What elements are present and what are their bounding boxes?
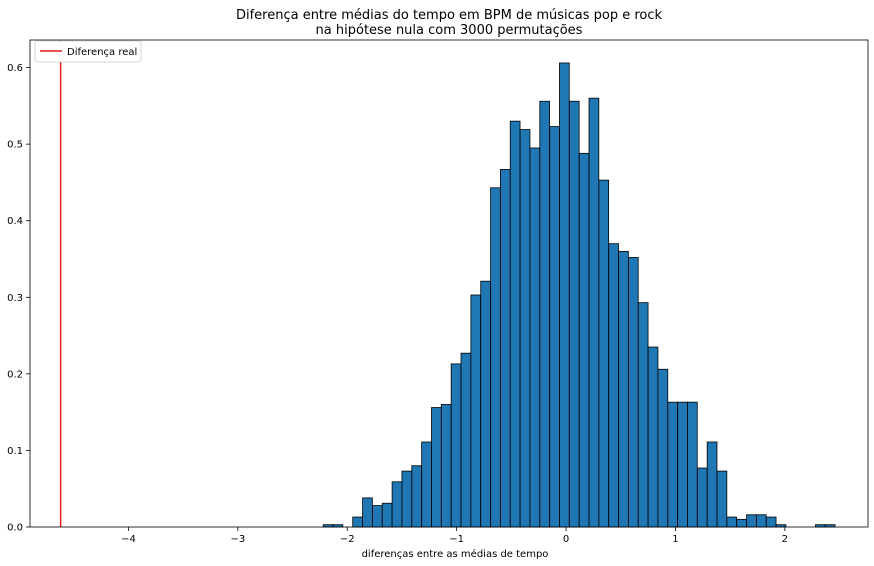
y-tick-label-6: 0.6 <box>7 63 23 74</box>
histogram-bar-15 <box>480 280 491 528</box>
x-tick-label-4: 0 <box>563 534 569 545</box>
histogram-bar-9 <box>421 441 432 528</box>
histogram-bar-12 <box>450 363 462 528</box>
histogram-bar-6 <box>391 481 403 528</box>
x-axis-label: diferenças entre as médias de tempo <box>362 548 549 560</box>
histogram-bar-43 <box>756 514 767 528</box>
x-axis-ticks: −4 −3 −2 −1 0 1 2 <box>121 527 788 545</box>
histogram-bar-32 <box>647 346 659 528</box>
histogram-bar-37 <box>696 467 708 528</box>
x-tick-label-6: 2 <box>782 534 788 545</box>
histogram-bar-42 <box>746 514 757 528</box>
histogram-bar-34 <box>667 401 678 528</box>
histogram-bar-13 <box>460 352 472 528</box>
histogram-bar-11 <box>440 404 452 528</box>
plot-frame <box>29 39 869 528</box>
histogram-bar-2 <box>352 516 363 528</box>
y-tick-label-4: 0.4 <box>7 216 23 227</box>
x-tick-label-0: −4 <box>121 534 136 545</box>
histogram-bar-26 <box>588 97 600 528</box>
legend-entry-label: Diferença real <box>67 47 137 58</box>
histogram-bar-7 <box>401 470 413 528</box>
y-tick-label-3: 0.3 <box>7 293 23 304</box>
histogram-bar-5 <box>381 502 393 528</box>
chart-subtitle: na hipótese nula com 3000 permutações <box>316 23 583 38</box>
histogram-bar-16 <box>490 187 501 528</box>
histogram-bar-36 <box>687 401 698 528</box>
y-tick-label-0: 0.0 <box>7 523 23 534</box>
histogram-bar-8 <box>411 465 422 528</box>
histogram-bar-44 <box>765 516 777 528</box>
x-tick-label-3: −1 <box>449 534 464 545</box>
histogram-bar-22 <box>549 126 560 528</box>
histogram-bar-23 <box>559 62 570 528</box>
x-tick-label-2: −2 <box>340 534 355 545</box>
x-tick-label-1: −3 <box>230 534 245 545</box>
histogram-bar-18 <box>509 120 521 528</box>
histogram-bar-35 <box>677 401 688 528</box>
legend-box <box>34 40 142 63</box>
histogram-bar-20 <box>529 147 541 528</box>
histogram-bar-40 <box>726 516 738 528</box>
histogram-bar-4 <box>372 505 383 528</box>
histogram-bar-28 <box>608 243 619 528</box>
histogram-bar-27 <box>598 179 610 528</box>
histogram-bar-30 <box>628 257 639 528</box>
histogram-bar-25 <box>578 152 590 528</box>
y-tick-label-2: 0.2 <box>7 369 23 380</box>
y-tick-label-1: 0.1 <box>7 446 23 457</box>
histogram-bar-19 <box>519 129 531 528</box>
histogram-bar-17 <box>500 169 511 528</box>
histogram-bar-39 <box>716 470 728 528</box>
histogram-bar-14 <box>470 294 482 528</box>
histogram-bar-3 <box>362 497 373 528</box>
histogram-bar-29 <box>618 250 629 528</box>
histogram-bar-38 <box>706 441 718 528</box>
histogram-bar-24 <box>568 100 580 528</box>
legend: Diferença real <box>34 40 142 63</box>
histogram-bar-31 <box>637 302 649 528</box>
histogram-bar-33 <box>657 368 669 528</box>
y-axis-ticks: 0.0 0.1 0.2 0.3 0.4 0.5 0.6 <box>7 63 30 534</box>
x-tick-label-5: 1 <box>672 534 678 545</box>
histogram-bar-41 <box>736 518 747 528</box>
histogram-bar-10 <box>431 407 442 528</box>
y-tick-label-5: 0.5 <box>7 140 23 151</box>
histogram-bar-21 <box>539 100 550 528</box>
chart-title: Diferença entre médias do tempo em BPM d… <box>236 8 663 23</box>
